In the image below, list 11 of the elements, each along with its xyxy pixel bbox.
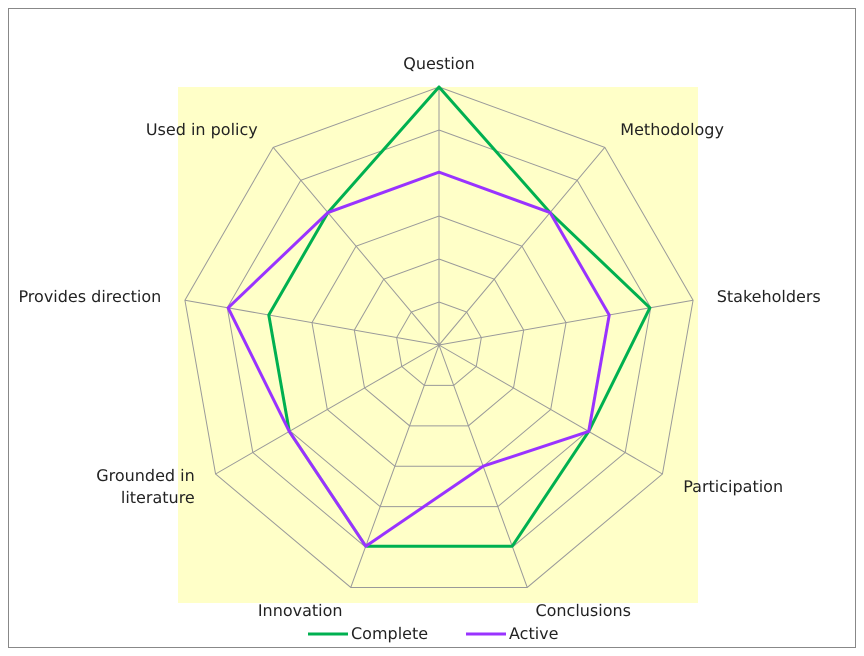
spoke-label: Participation: [683, 477, 784, 496]
spoke-label: Grounded in literature: [96, 466, 195, 507]
spoke-label: Used in policy: [146, 120, 258, 139]
legend-label: Complete: [351, 624, 428, 643]
spoke-label: Conclusions: [535, 600, 631, 620]
spoke-label: Methodology: [620, 120, 724, 139]
spoke-label: Question: [403, 54, 475, 73]
spoke-label: Stakeholders: [716, 287, 821, 306]
spoke-label: Provides direction: [18, 287, 162, 306]
legend-label: Active: [509, 624, 558, 643]
spoke-label: Innovation: [258, 600, 343, 620]
